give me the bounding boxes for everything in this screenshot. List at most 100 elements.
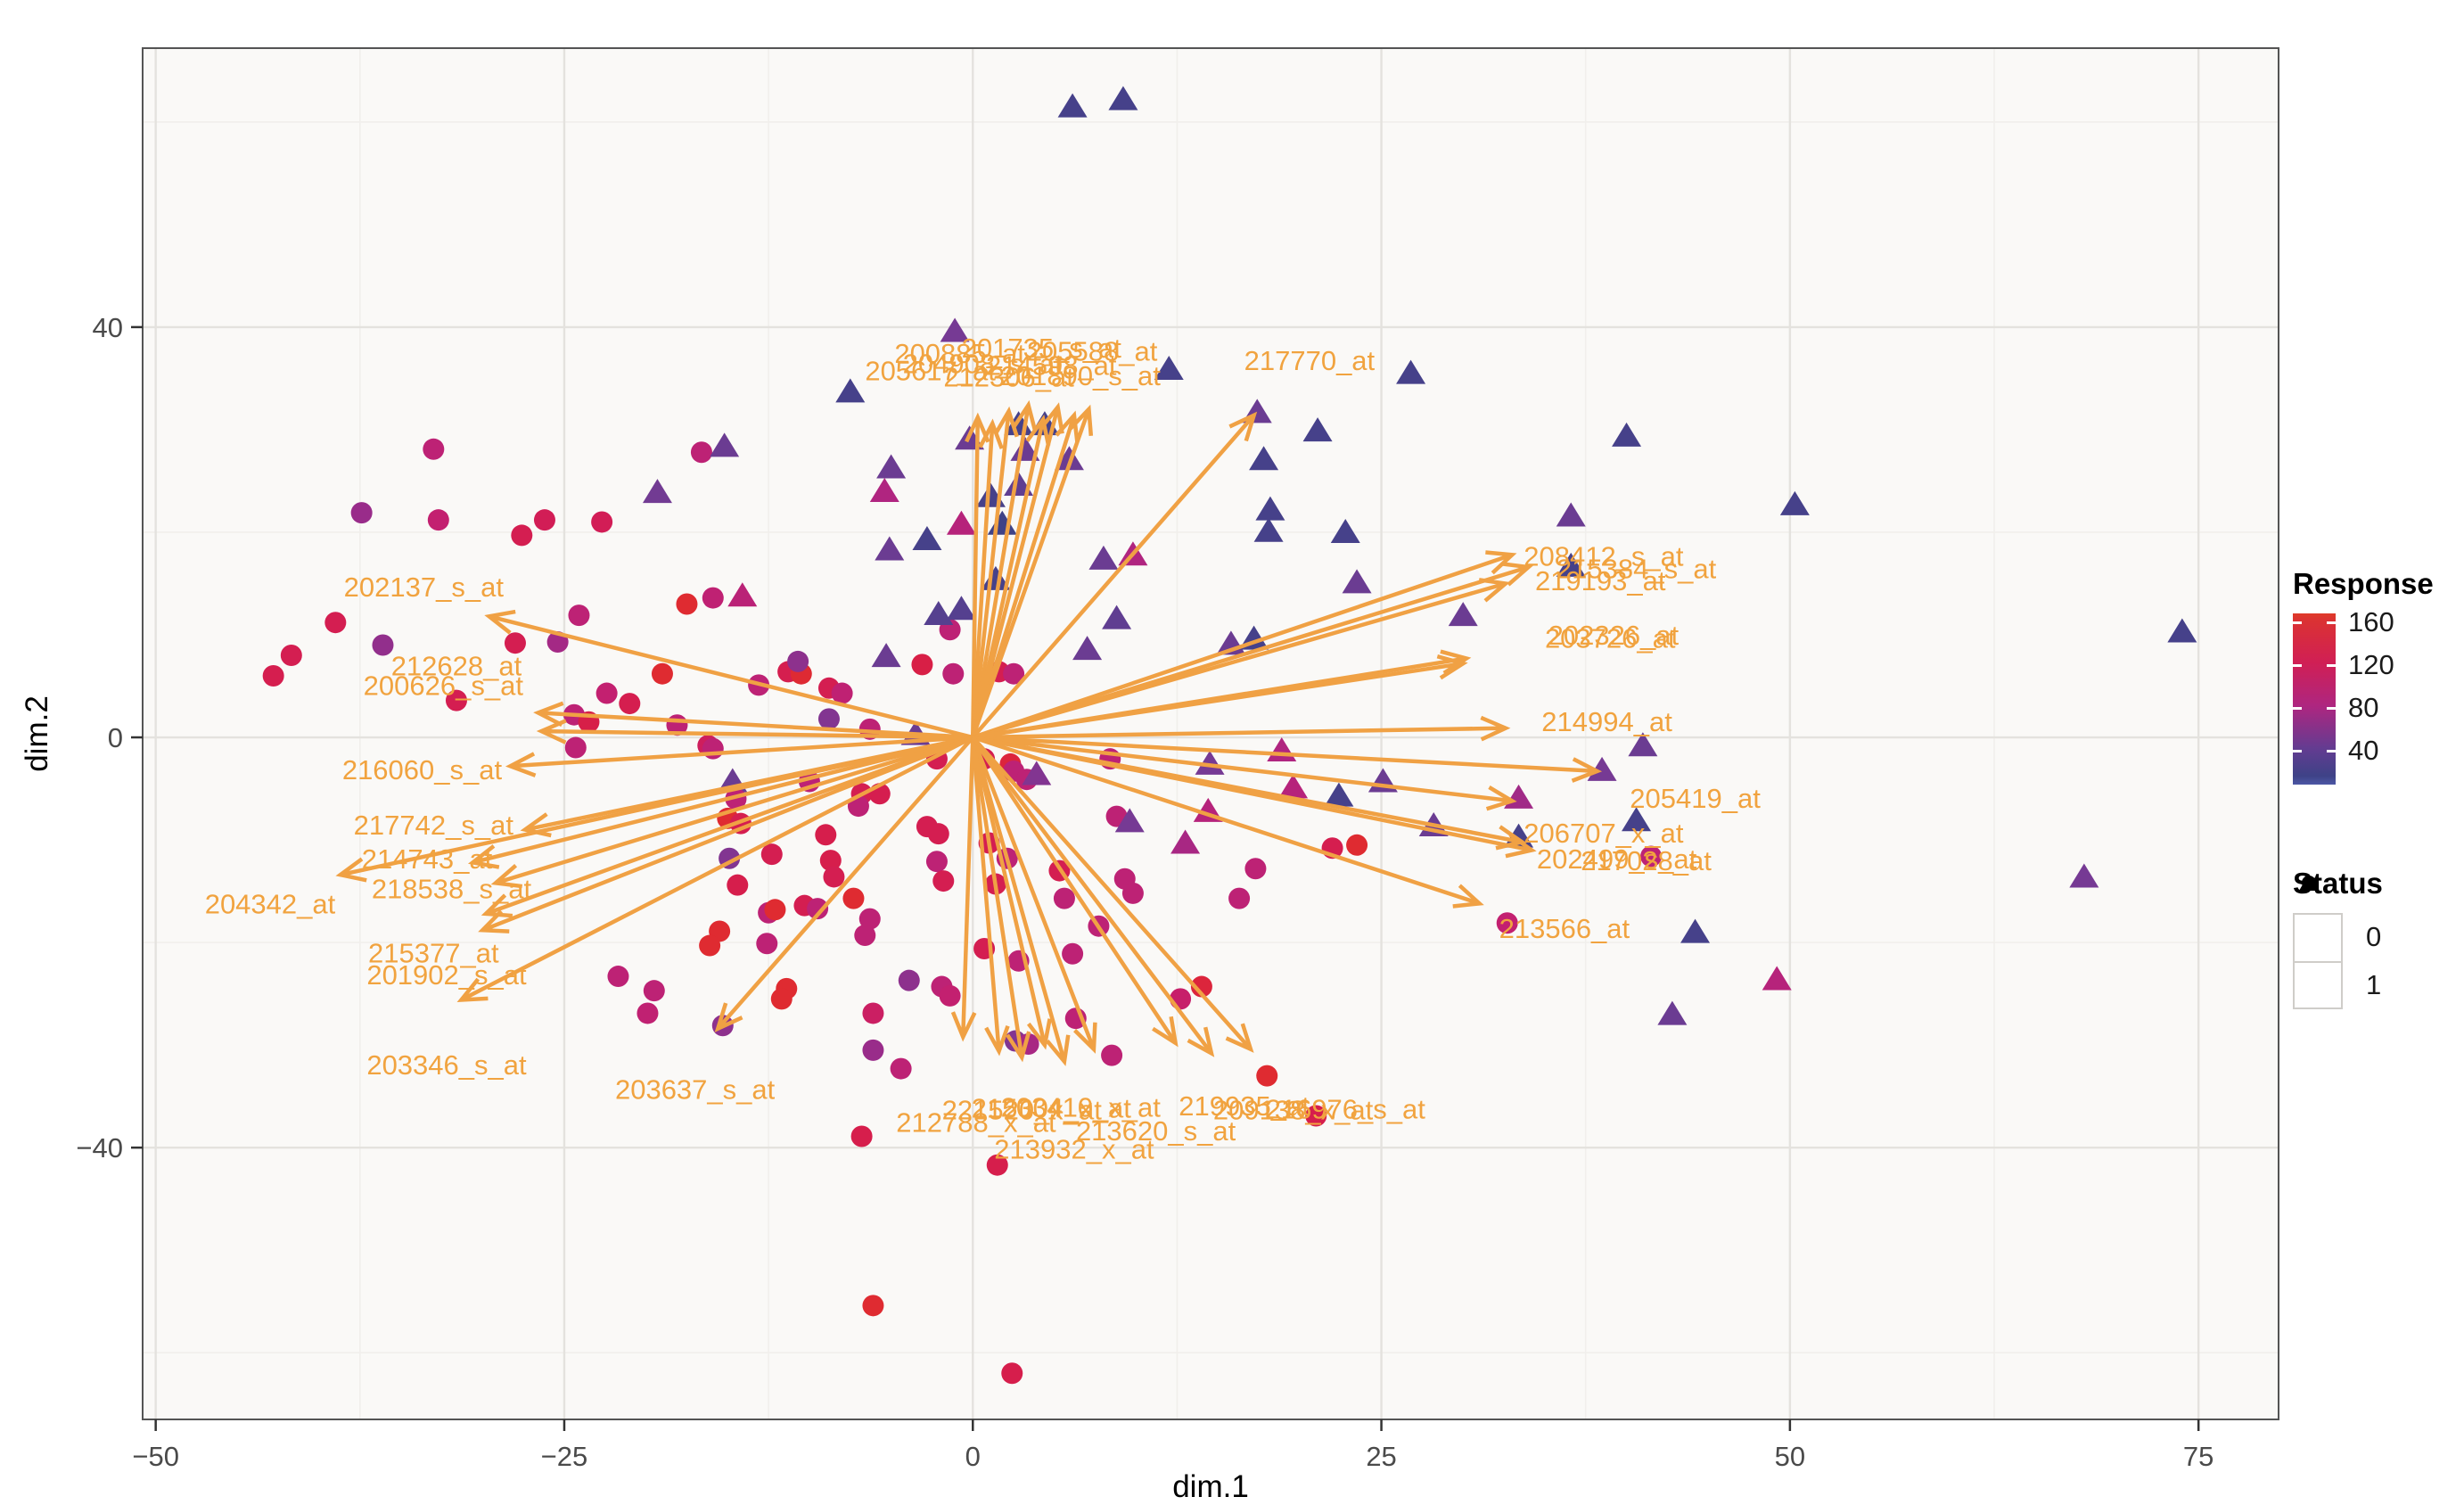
loading-arrow (972, 550, 1517, 740)
data-point-circle (637, 1002, 659, 1024)
loading-arrow (971, 736, 1254, 1053)
arrow-label: 208412_s_at (1524, 541, 1684, 572)
data-point-circle (770, 988, 793, 1010)
response-legend: Response 160 120 80 40 (2293, 567, 2434, 785)
data-point-circle (1244, 858, 1267, 880)
arrow-label: 203346_s_at (366, 1049, 527, 1081)
status-key-0 (2295, 876, 2341, 961)
loading-arrow (971, 736, 1179, 1048)
loading-arrow (971, 418, 1004, 738)
data-point-circle (807, 898, 829, 920)
data-point-triangle (1154, 356, 1184, 381)
data-point-circle (727, 874, 749, 896)
data-point-circle (927, 823, 949, 845)
data-point-circle (619, 693, 641, 715)
arrow-label: 213620_s_at (1076, 1115, 1236, 1147)
loading-arrow (965, 412, 990, 738)
data-point-triangle (1324, 782, 1354, 807)
data-point-circle (1001, 1362, 1023, 1385)
arrow-label: 201902_s_at (366, 959, 527, 991)
data-point-triangle (710, 432, 740, 457)
loading-arrow (972, 654, 1468, 740)
data-point-triangle (1057, 93, 1088, 118)
colorbar-tick-label: 80 (2348, 692, 2379, 723)
data-point-circle (1003, 662, 1025, 685)
arrow-label: 213566_at (1499, 913, 1630, 944)
status-item-label: 0 (2366, 921, 2382, 952)
data-point-circle (643, 980, 665, 1002)
status-triangle-icon (2299, 874, 2319, 891)
data-point-circle (262, 665, 284, 687)
arrow-labels: 200885_at205617_at204908_s_at201735_s_at… (205, 333, 1761, 1164)
loading-arrow (467, 735, 973, 869)
panel-border (142, 47, 2279, 1420)
loading-arrow (456, 736, 974, 1003)
data-point-circle (1053, 887, 1075, 909)
x-axis-title: dim.1 (1172, 1469, 1249, 1504)
data-point-circle (372, 634, 394, 656)
data-point-triangle (1302, 417, 1333, 442)
data-point-circle (862, 1295, 884, 1317)
arrow-label: 214598_at (986, 350, 1117, 382)
arrow-label: 202499_s_at (1537, 843, 1697, 875)
data-point-circle (854, 925, 876, 947)
data-point-triangle (1278, 774, 1309, 799)
arrow-label: 216060_s_at (342, 754, 503, 785)
arrow-label: 203637_s_at (615, 1074, 776, 1106)
data-point-triangle (1255, 496, 1285, 521)
colorbar-tick (2293, 664, 2302, 667)
arrow-label: 206707_x_at (1524, 818, 1684, 849)
arrow-label: 212306_at (943, 361, 1074, 392)
arrow-label: 216976_s_at (1266, 1094, 1426, 1125)
data-point-circle (756, 933, 778, 955)
data-point-triangle (946, 596, 976, 621)
data-point-circle (815, 824, 837, 846)
data-point-circle (925, 851, 948, 873)
data-point-circle (1062, 942, 1084, 965)
data-point-circle (850, 1125, 873, 1147)
data-point-circle (1228, 887, 1251, 909)
colorbar-tick (2293, 621, 2302, 624)
data-point-circle (862, 1002, 884, 1024)
data-point-triangle (1088, 545, 1119, 570)
data-point-circle (591, 511, 613, 533)
loading-arrow (480, 735, 974, 918)
data-point-circle (511, 524, 533, 547)
arrow-label: 205617_at (865, 355, 996, 386)
data-point-triangle (1762, 966, 1792, 991)
data-point-triangle (1108, 86, 1138, 111)
data-point-triangle (1622, 807, 1652, 832)
arrow-label: 205419_at (1630, 783, 1761, 814)
loading-arrow (973, 715, 1511, 742)
arrow-label: 202137_s_at (344, 572, 505, 603)
data-point-circle (819, 850, 842, 872)
loading-arrow (971, 411, 1258, 739)
status-key-1 (2295, 874, 2341, 1007)
data-point-circle (423, 438, 445, 460)
data-point-circle (702, 587, 724, 609)
arrow-label: 218538_s_at (372, 873, 532, 904)
data-point-triangle (1628, 732, 1658, 757)
loading-arrows (335, 399, 1603, 1066)
x-tick-label: −25 (541, 1441, 588, 1472)
arrow-label: 214743_at (362, 843, 493, 875)
loading-arrow (536, 719, 973, 744)
data-point-circle (702, 737, 724, 760)
data-point-circle (1305, 1105, 1327, 1127)
data-point-triangle (1612, 422, 1642, 447)
data-point-circle (823, 866, 845, 888)
data-point-triangle (1054, 446, 1084, 471)
data-point-circle (911, 654, 933, 676)
data-point-triangle (1010, 436, 1040, 461)
loading-arrow (335, 735, 973, 883)
loading-arrow (972, 735, 1484, 909)
arrow-label: 215377_at (368, 938, 499, 969)
arrow-label: 212628_at (391, 651, 522, 682)
colorbar-tick-label: 40 (2348, 735, 2379, 766)
colorbar-tick-label: 160 (2348, 606, 2394, 637)
data-point-circle (1640, 845, 1663, 868)
loading-arrow (533, 701, 973, 740)
data-point-circle (1346, 834, 1368, 856)
